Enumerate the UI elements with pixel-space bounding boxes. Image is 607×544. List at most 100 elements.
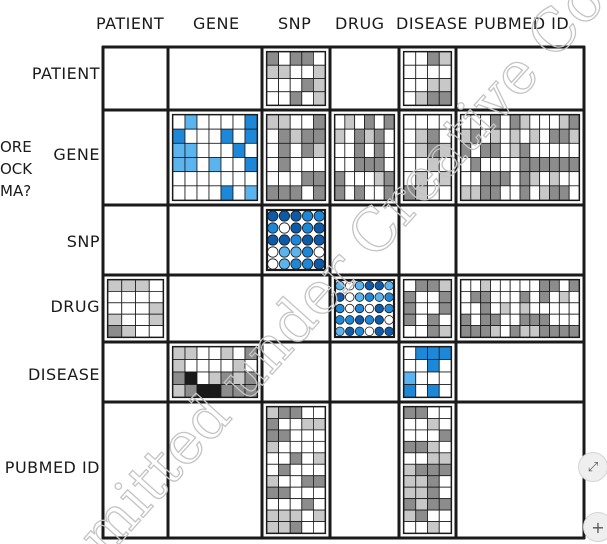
- block-cell: [415, 157, 428, 173]
- block-cell: [427, 371, 440, 385]
- block-cell: [278, 463, 291, 477]
- side-text-fragment: ORE: [0, 138, 32, 156]
- block-cell: [415, 64, 428, 79]
- block-cell: [415, 418, 428, 431]
- block-cell: [364, 315, 375, 325]
- block-cell: [539, 157, 550, 173]
- block-cell: [403, 302, 417, 315]
- block-cell: [373, 142, 385, 158]
- block-cell: [208, 128, 222, 144]
- block-cell: [301, 185, 314, 201]
- block-cell: [427, 128, 440, 144]
- block-cell: [427, 114, 440, 130]
- block-cell: [509, 313, 521, 327]
- add-button[interactable]: +: [583, 512, 607, 542]
- block-cell: [345, 292, 355, 302]
- matrix-block: [402, 50, 453, 107]
- block-cell: [403, 509, 417, 522]
- collapse-icon: ⤢: [587, 459, 599, 475]
- block-cell: [529, 128, 541, 144]
- block-cell: [490, 171, 501, 187]
- block-cell: [438, 429, 452, 442]
- block-cell: [289, 521, 303, 534]
- block-cell: [172, 142, 186, 158]
- block-cell: [278, 91, 291, 106]
- block-cell: [470, 279, 482, 292]
- block-cell: [301, 498, 314, 511]
- collapse-button[interactable]: ⤢: [578, 452, 607, 482]
- block-cell: [480, 128, 491, 144]
- block-cell: [529, 290, 541, 304]
- block-cell: [312, 142, 326, 158]
- block-cell: [438, 290, 452, 304]
- block-cell: [345, 315, 355, 325]
- block-cell: [403, 128, 417, 144]
- block-frame: [333, 278, 396, 339]
- block-cell: [184, 114, 198, 130]
- block-cell: [278, 128, 291, 144]
- block-cell: [403, 371, 417, 385]
- block-cell: [415, 406, 428, 419]
- block-cell: [415, 486, 428, 500]
- block-cell: [509, 142, 521, 158]
- block-cell: [220, 346, 234, 360]
- block-cell: [289, 498, 303, 511]
- block-cell: [278, 429, 291, 442]
- block-cell: [438, 313, 452, 327]
- block-cell: [354, 326, 365, 337]
- block-cell: [438, 78, 452, 93]
- block-cell: [278, 498, 291, 511]
- block-cell: [403, 171, 417, 187]
- block-cell: [403, 359, 417, 373]
- block-cell: [334, 185, 346, 201]
- block-cell: [208, 142, 222, 158]
- block-cell: [301, 51, 314, 66]
- block-cell: [558, 302, 570, 315]
- block-cell: [289, 185, 303, 201]
- block-cell: [312, 486, 326, 500]
- block-cell: [364, 171, 375, 187]
- block-cell: [460, 128, 472, 144]
- block-cell: [519, 313, 531, 327]
- block-cell: [415, 371, 428, 385]
- block-cell: [266, 521, 280, 534]
- block-cell: [403, 384, 417, 398]
- block-cell: [354, 142, 365, 158]
- block-cell: [244, 142, 258, 158]
- block-cell: [438, 418, 452, 431]
- block-cell: [438, 91, 452, 106]
- block-cell: [313, 222, 325, 234]
- block-cell: [499, 302, 511, 315]
- block-cell: [289, 142, 303, 158]
- block-cell: [558, 142, 570, 158]
- block-cell: [345, 303, 355, 314]
- block-cell: [301, 222, 314, 234]
- block-cell: [196, 157, 210, 173]
- block-cell: [558, 171, 570, 187]
- matrix-block: [402, 405, 453, 535]
- block-cell: [480, 313, 491, 327]
- block-cell: [438, 325, 452, 338]
- block-cell: [470, 313, 482, 327]
- block-cell: [438, 171, 452, 187]
- block-cell: [490, 142, 501, 158]
- block-cell: [107, 313, 123, 327]
- block-cell: [184, 142, 198, 158]
- block-cell: [301, 440, 314, 454]
- block-cell: [278, 171, 291, 187]
- block-cell: [529, 185, 541, 201]
- block-cell: [267, 258, 279, 270]
- block-cell: [403, 114, 417, 130]
- block-cell: [344, 114, 356, 130]
- block-cell: [278, 521, 291, 534]
- block-cell: [289, 91, 303, 106]
- block-cell: [278, 78, 291, 93]
- block-cell: [301, 210, 314, 222]
- block-cell: [354, 315, 365, 325]
- block-cell: [289, 51, 303, 66]
- block-cell: [312, 51, 326, 66]
- block-cell: [558, 128, 570, 144]
- block-cell: [403, 279, 417, 292]
- block-cell: [266, 64, 280, 79]
- block-cell: [509, 325, 521, 338]
